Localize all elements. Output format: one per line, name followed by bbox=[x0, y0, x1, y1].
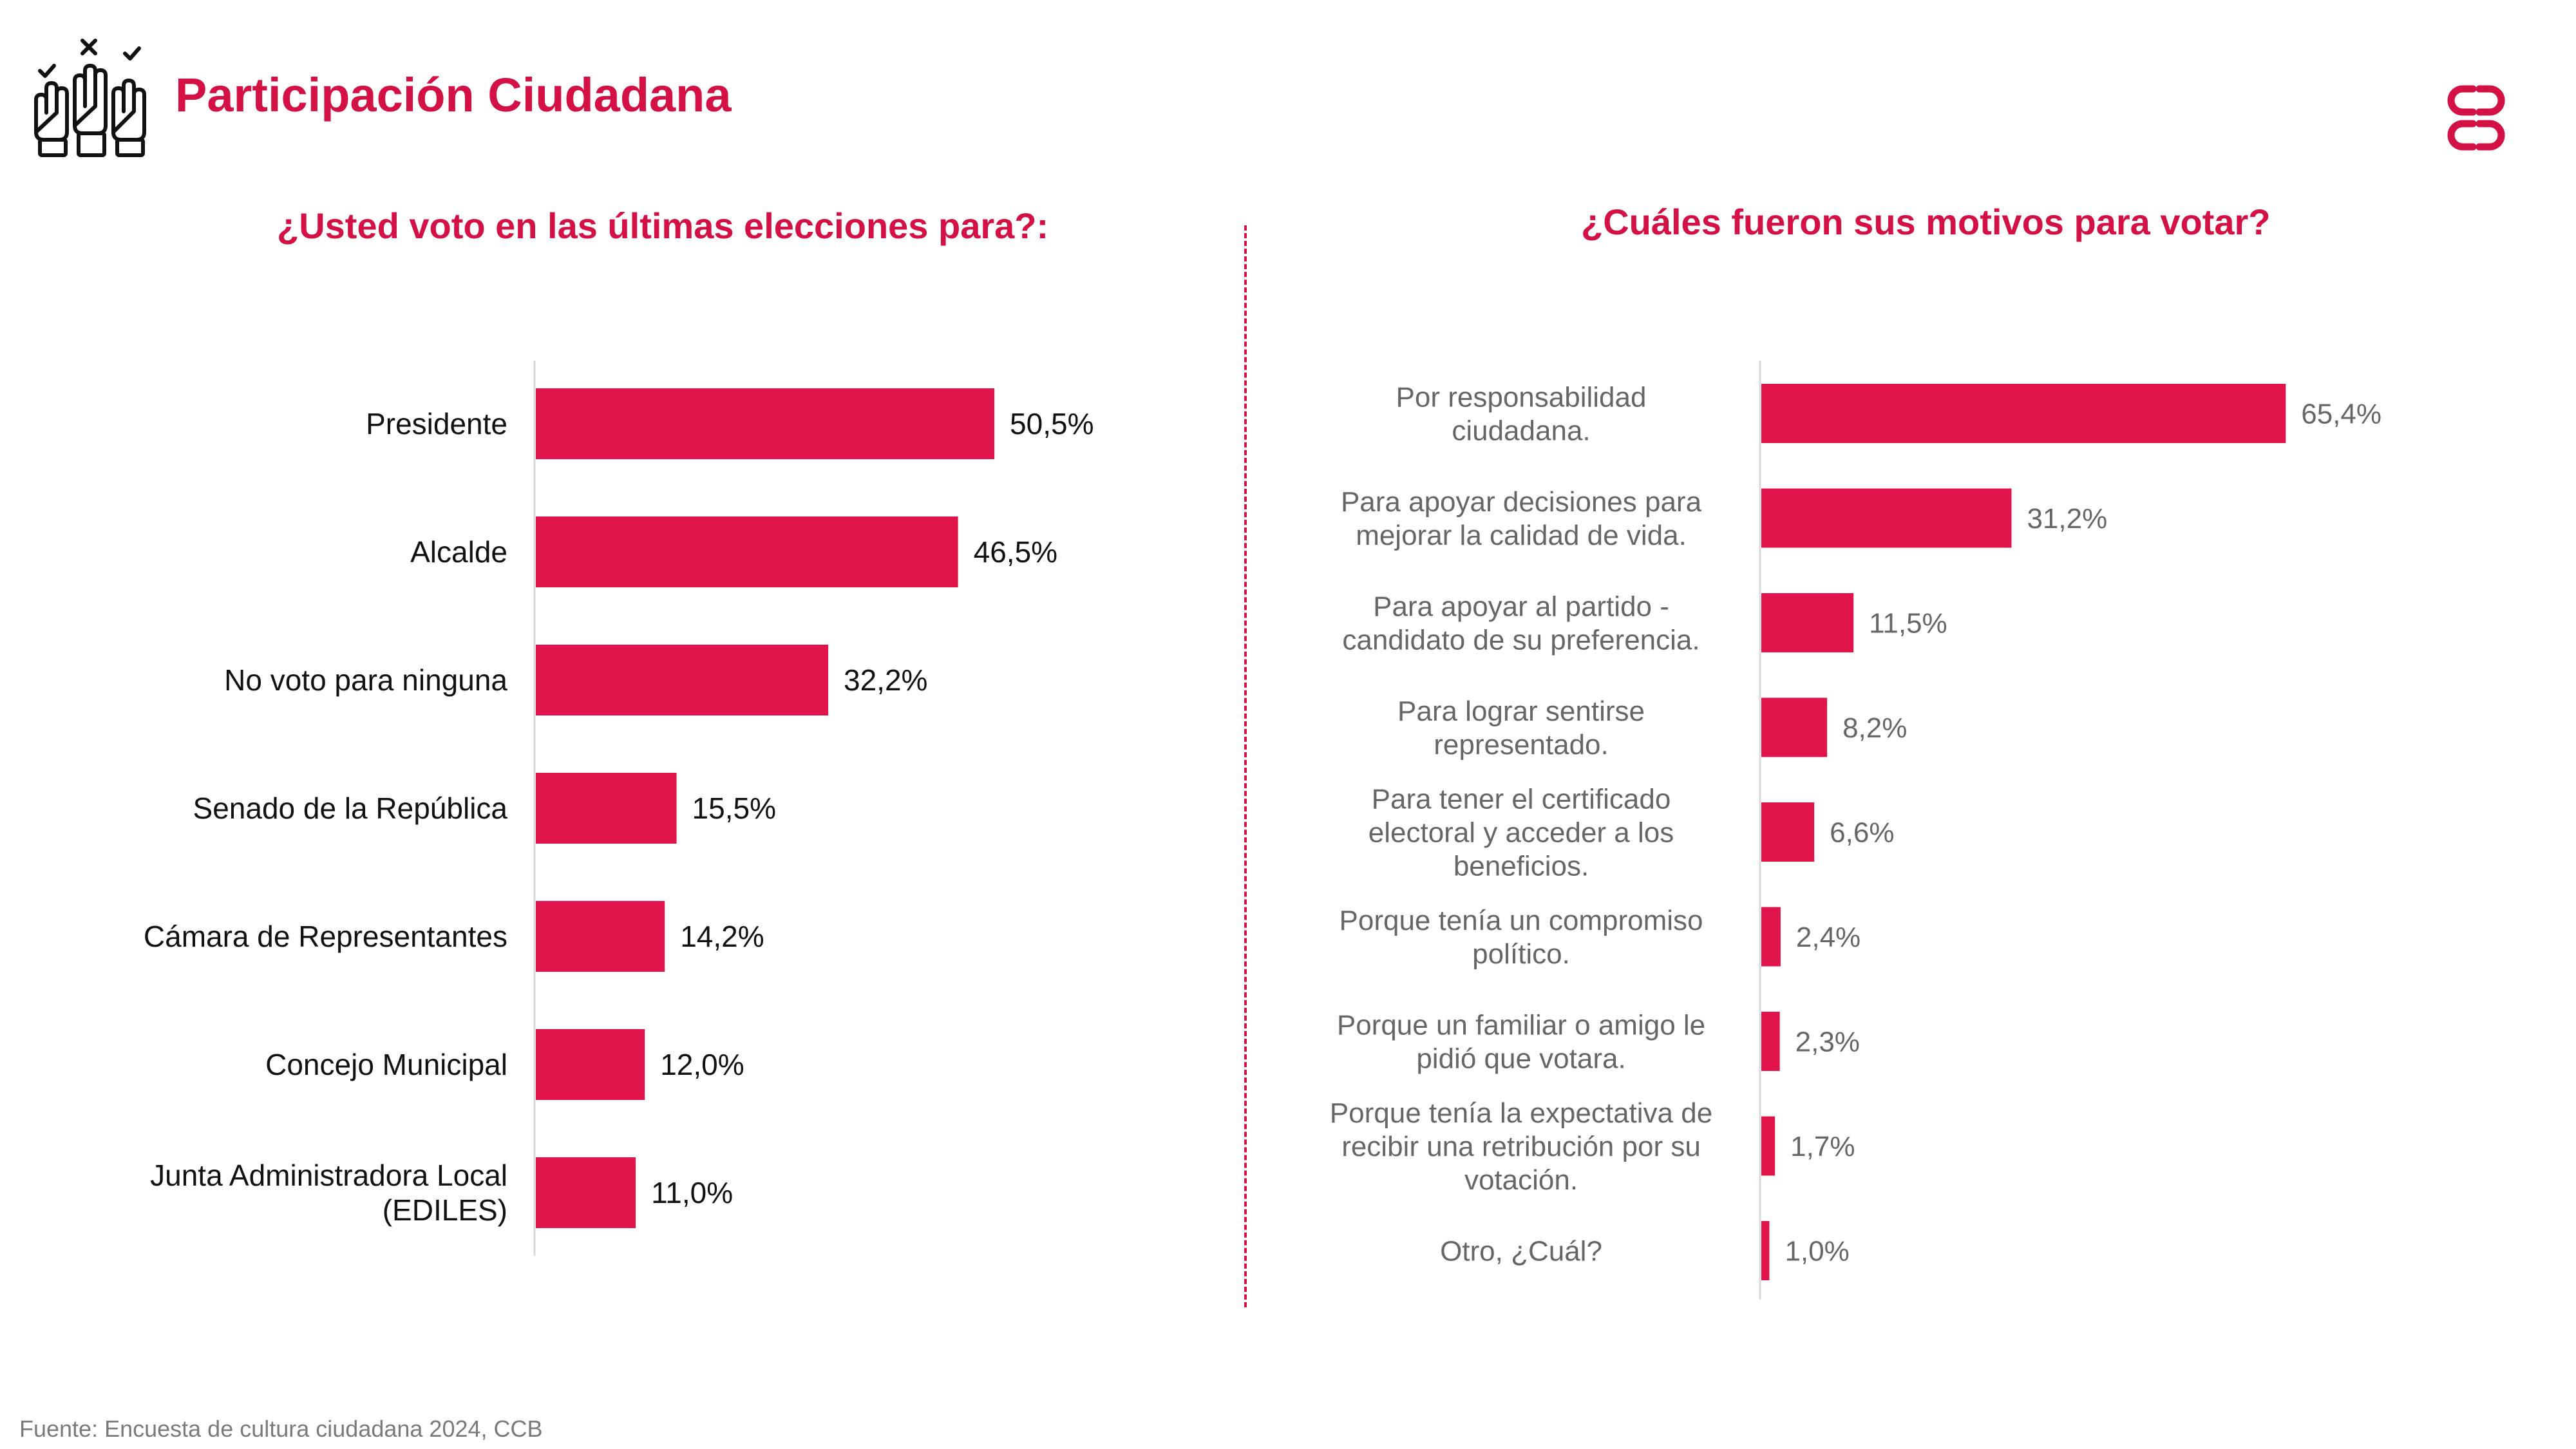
right-value-label-3: 8,2% bbox=[1842, 712, 1907, 744]
right-chart-title: ¿Cuáles fueron sus motivos para votar? bbox=[1581, 202, 2271, 242]
right-category-label-3-line-1: representado. bbox=[1434, 729, 1609, 761]
right-value-label-5: 2,4% bbox=[1796, 922, 1861, 953]
right-bar-3 bbox=[1761, 697, 1828, 757]
left-bar-3 bbox=[536, 773, 677, 844]
left-value-label-6: 11,0% bbox=[651, 1176, 733, 1209]
left-value-label-4: 14,2% bbox=[680, 920, 764, 953]
left-bar-2 bbox=[536, 645, 829, 715]
left-category-label-0: Presidente bbox=[366, 407, 507, 440]
right-bar-1 bbox=[1761, 488, 2012, 548]
right-value-label-4: 6,6% bbox=[1830, 817, 1894, 848]
right-bar-0 bbox=[1761, 384, 2286, 443]
right-bar-5 bbox=[1761, 907, 1781, 967]
left-bar-4 bbox=[536, 901, 665, 972]
right-category-label-7-line-2: votación. bbox=[1464, 1164, 1578, 1196]
ccb-logo-icon bbox=[2447, 85, 2505, 151]
right-category-label-3-line-0: Para lograr sentirse bbox=[1397, 696, 1645, 727]
right-bar-7 bbox=[1761, 1116, 1776, 1176]
left-value-label-0: 50,5% bbox=[1010, 407, 1094, 440]
right-category-label-8: Otro, ¿Cuál? bbox=[1440, 1235, 1602, 1267]
right-category-label-0-line-1: ciudadana. bbox=[1452, 415, 1590, 446]
right-category-label-4-line-1: electoral y acceder a los bbox=[1368, 817, 1674, 848]
left-category-label-3: Senado de la República bbox=[193, 791, 508, 825]
left-category-label-5: Concejo Municipal bbox=[265, 1048, 507, 1081]
right-value-label-2: 11,5% bbox=[1869, 607, 1947, 639]
right-value-label-6: 2,3% bbox=[1795, 1026, 1860, 1057]
right-category-label-1-line-0: Para apoyar decisiones para bbox=[1341, 486, 1702, 518]
left-value-label-3: 15,5% bbox=[692, 791, 776, 825]
right-bar-4 bbox=[1761, 802, 1815, 862]
page-title: Participación Ciudadana bbox=[175, 68, 732, 122]
right-category-label-6-line-1: pidió que votara. bbox=[1416, 1043, 1625, 1074]
left-category-label-6-line-0: Junta Administradora Local bbox=[150, 1159, 507, 1192]
right-category-label-0-line-0: Por responsabilidad bbox=[1396, 381, 1647, 413]
left-bar-6 bbox=[536, 1157, 636, 1228]
right-category-label-7-line-0: Porque tenía la expectativa de bbox=[1330, 1097, 1712, 1129]
right-category-label-4-line-0: Para tener el certificado bbox=[1372, 783, 1671, 815]
right-category-label-5-line-1: político. bbox=[1472, 938, 1570, 970]
right-category-label-6-line-0: Porque un familiar o amigo le bbox=[1337, 1009, 1705, 1041]
left-bar-5 bbox=[536, 1029, 645, 1100]
left-value-label-1: 46,5% bbox=[974, 535, 1057, 569]
left-category-label-1: Alcalde bbox=[410, 535, 507, 569]
raised-hands-voting-icon bbox=[34, 39, 146, 157]
left-bar-1 bbox=[536, 516, 958, 587]
right-category-label-4-line-2: beneficios. bbox=[1454, 850, 1589, 882]
left-chart-title: ¿Usted voto en las últimas elecciones pa… bbox=[277, 205, 1049, 246]
left-category-label-2: No voto para ninguna bbox=[224, 663, 507, 697]
right-bar-2 bbox=[1761, 593, 1854, 652]
chart-divider bbox=[1244, 225, 1247, 1307]
source-note: Fuente: Encuesta de cultura ciudadana 20… bbox=[19, 1416, 543, 1442]
right-category-label-5-line-0: Porque tenía un compromiso bbox=[1340, 905, 1703, 936]
right-value-label-8: 1,0% bbox=[1785, 1235, 1849, 1267]
left-category-label-6-line-1: (EDILES) bbox=[383, 1193, 507, 1227]
left-value-label-2: 32,2% bbox=[844, 663, 927, 697]
right-bar-8 bbox=[1761, 1221, 1770, 1280]
right-category-label-1-line-1: mejorar la calidad de vida. bbox=[1356, 520, 1687, 551]
left-bar-0 bbox=[536, 388, 995, 459]
right-category-label-2-line-0: Para apoyar al partido - bbox=[1373, 591, 1669, 622]
left-category-label-4: Cámara de Representantes bbox=[144, 920, 507, 953]
left-value-label-5: 12,0% bbox=[660, 1048, 744, 1081]
right-value-label-7: 1,7% bbox=[1790, 1131, 1855, 1162]
right-value-label-0: 65,4% bbox=[2301, 398, 2382, 430]
right-category-label-7-line-1: recibir una retribución por su bbox=[1341, 1131, 1701, 1162]
right-value-label-1: 31,2% bbox=[2027, 503, 2107, 535]
right-bar-6 bbox=[1761, 1012, 1780, 1071]
right-category-label-2-line-1: candidato de su preferencia. bbox=[1342, 624, 1700, 656]
